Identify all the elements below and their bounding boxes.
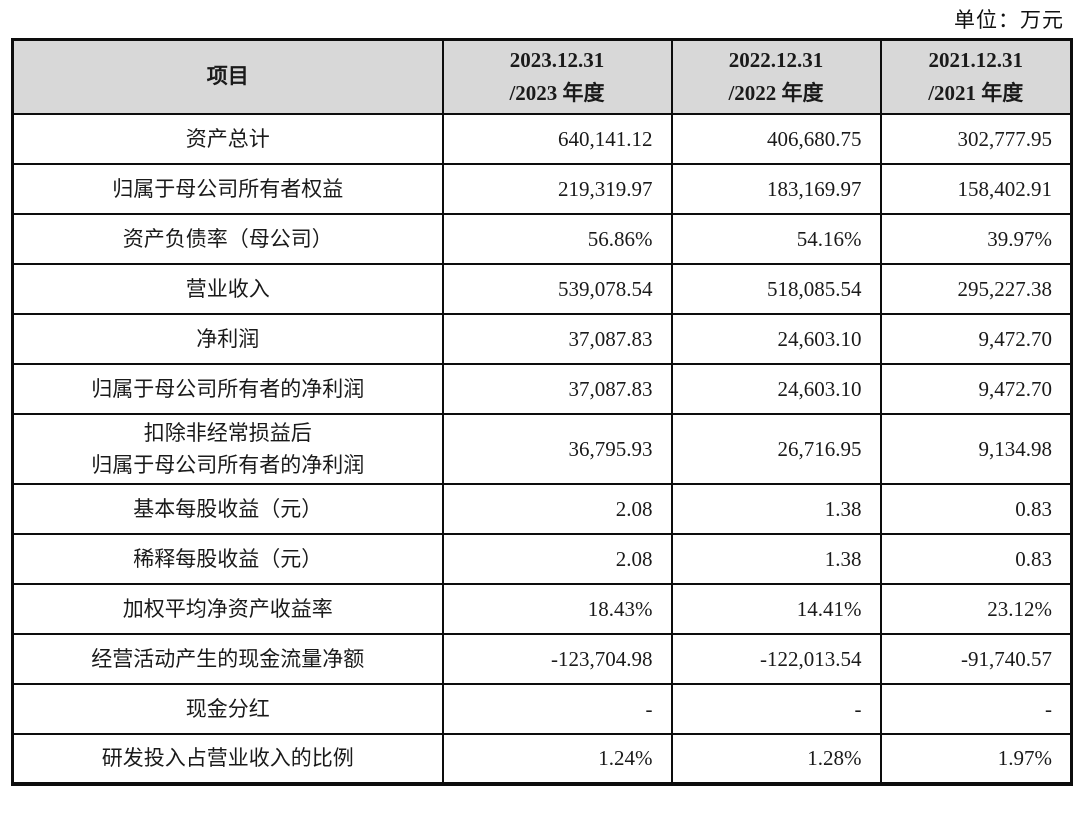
table-row: 资产总计 640,141.12 406,680.75 302,777.95 <box>11 112 1073 165</box>
table-row: 研发投入占营业收入的比例 1.24% 1.28% 1.97% <box>11 732 1073 786</box>
cell-value: 1.24% <box>441 732 673 786</box>
header-col-2022: 2022.12.31 /2022 年度 <box>670 38 882 115</box>
cell-value: -122,013.54 <box>670 632 882 685</box>
row-label: 扣除非经常损益后 归属于母公司所有者的净利润 <box>11 412 444 485</box>
unit-label: 单位：万元 <box>954 8 1064 32</box>
row-label: 资产负债率（母公司） <box>11 212 444 265</box>
row-label: 营业收入 <box>11 262 444 315</box>
cell-value: 14.41% <box>670 582 882 635</box>
row-label: 经营活动产生的现金流量净额 <box>11 632 444 685</box>
cell-value: 36,795.93 <box>441 412 673 485</box>
row-label: 现金分红 <box>11 682 444 735</box>
header-col-2023-year: /2023 年度 <box>509 80 605 105</box>
header-col-2021-date: 2021.12.31 <box>928 47 1024 72</box>
table-row: 稀释每股收益（元） 2.08 1.38 0.83 <box>11 532 1073 585</box>
cell-value: 518,085.54 <box>670 262 882 315</box>
cell-value: 37,087.83 <box>441 362 673 415</box>
header-col-2023: 2023.12.31 /2023 年度 <box>441 38 673 115</box>
cell-value: 26,716.95 <box>670 412 882 485</box>
cell-value: 183,169.97 <box>670 162 882 215</box>
row-label: 归属于母公司所有者的净利润 <box>11 362 444 415</box>
cell-value: 56.86% <box>441 212 673 265</box>
table-row: 归属于母公司所有者权益 219,319.97 183,169.97 158,402.9… <box>11 162 1073 215</box>
row-label: 归属于母公司所有者权益 <box>11 162 444 215</box>
table-row: 资产负债率（母公司） 56.86% 54.16% 39.97% <box>11 212 1073 265</box>
cell-value: 24,603.10 <box>670 312 882 365</box>
cell-value: 2.08 <box>441 482 673 535</box>
cell-value: 18.43% <box>441 582 673 635</box>
cell-value: 295,227.38 <box>879 262 1073 315</box>
row-label: 研发投入占营业收入的比例 <box>11 732 444 786</box>
cell-value: 219,319.97 <box>441 162 673 215</box>
cell-value: 0.83 <box>879 532 1073 585</box>
header-col-2021: 2021.12.31 /2021 年度 <box>879 38 1073 115</box>
cell-value: 1.97% <box>879 732 1073 786</box>
table-row: 加权平均净资产收益率 18.43% 14.41% 23.12% <box>11 582 1073 635</box>
cell-value: 54.16% <box>670 212 882 265</box>
row-label: 资产总计 <box>11 112 444 165</box>
cell-value: 1.28% <box>670 732 882 786</box>
cell-value: 158,402.91 <box>879 162 1073 215</box>
cell-value: 0.83 <box>879 482 1073 535</box>
header-item-column: 项目 <box>11 38 444 115</box>
cell-value: 9,472.70 <box>879 362 1073 415</box>
table-row: 营业收入 539,078.54 518,085.54 295,227.38 <box>11 262 1073 315</box>
financial-summary-table: 项目 2023.12.31 /2023 年度 2022.12.31 /2022 … <box>11 38 1073 786</box>
cell-value: 24,603.10 <box>670 362 882 415</box>
row-label: 净利润 <box>11 312 444 365</box>
cell-value: 539,078.54 <box>441 262 673 315</box>
row-label: 基本每股收益（元） <box>11 482 444 535</box>
cell-value: 9,134.98 <box>879 412 1073 485</box>
cell-value: - <box>441 682 673 735</box>
header-col-2022-date: 2022.12.31 <box>728 47 824 72</box>
cell-value: 1.38 <box>670 532 882 585</box>
table-row: 基本每股收益（元） 2.08 1.38 0.83 <box>11 482 1073 535</box>
cell-value: 9,472.70 <box>879 312 1073 365</box>
cell-value: - <box>879 682 1073 735</box>
cell-value: 640,141.12 <box>441 112 673 165</box>
header-col-2023-date: 2023.12.31 <box>509 47 605 72</box>
row-label: 加权平均净资产收益率 <box>11 582 444 635</box>
cell-value: 302,777.95 <box>879 112 1073 165</box>
cell-value: 39.97% <box>879 212 1073 265</box>
cell-value: -123,704.98 <box>441 632 673 685</box>
cell-value: 37,087.83 <box>441 312 673 365</box>
table-row: 现金分红 - - - <box>11 682 1073 735</box>
cell-value: 1.38 <box>670 482 882 535</box>
table-row: 归属于母公司所有者的净利润 37,087.83 24,603.10 9,472.70 <box>11 362 1073 415</box>
cell-value: 2.08 <box>441 532 673 585</box>
table-row: 净利润 37,087.83 24,603.10 9,472.70 <box>11 312 1073 365</box>
table-row: 扣除非经常损益后 归属于母公司所有者的净利润 36,795.93 26,716.95 9… <box>11 412 1073 485</box>
header-col-2021-year: /2021 年度 <box>928 80 1024 105</box>
header-row: 项目 2023.12.31 /2023 年度 2022.12.31 /2022 … <box>11 38 1073 115</box>
header-item-label: 项目 <box>206 64 249 89</box>
cell-value: 406,680.75 <box>670 112 882 165</box>
table-row: 经营活动产生的现金流量净额 -123,704.98 -122,013.54 -91,7… <box>11 632 1073 685</box>
cell-value: -91,740.57 <box>879 632 1073 685</box>
header-col-2022-year: /2022 年度 <box>728 80 824 105</box>
cell-value: 23.12% <box>879 582 1073 635</box>
cell-value: - <box>670 682 882 735</box>
row-label: 稀释每股收益（元） <box>11 532 444 585</box>
